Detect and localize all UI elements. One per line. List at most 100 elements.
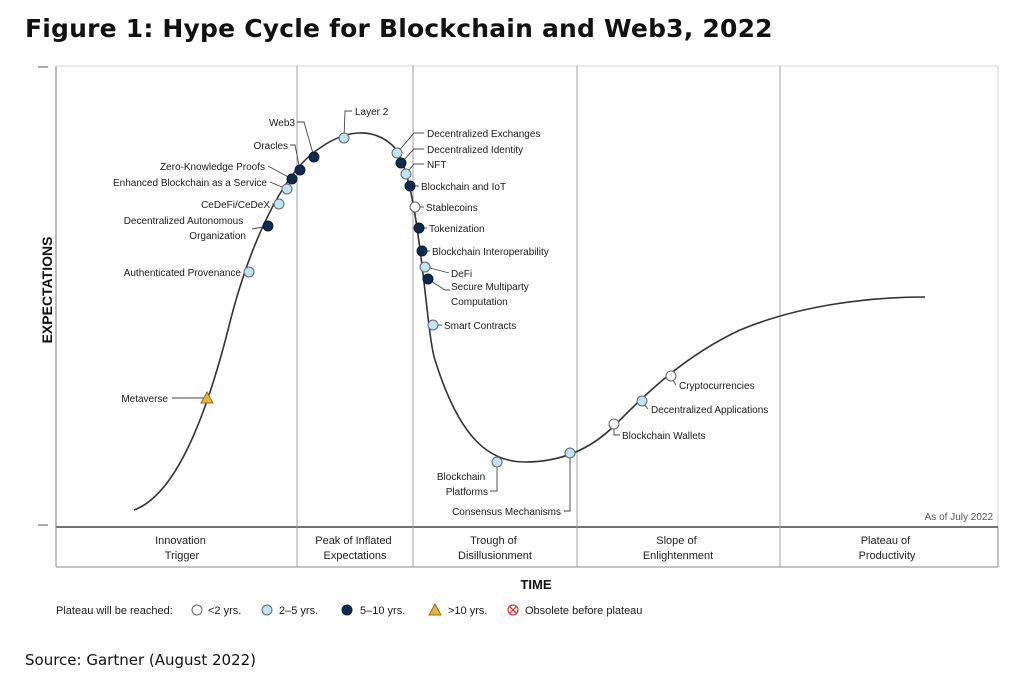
marker-blockchain-platforms xyxy=(491,456,503,468)
marker-stablecoins xyxy=(409,201,421,213)
marker-smart-contracts xyxy=(427,319,439,331)
marker-enhanced-baas xyxy=(281,183,293,195)
legend-gt10-icon xyxy=(428,602,442,616)
label-blockchain-iot: Blockchain and IoT xyxy=(421,182,506,193)
phase-labels: Innovation Trigger Peak of Inflated Expe… xyxy=(155,535,916,562)
label-web3: Web3 xyxy=(269,118,295,129)
phase-label-line: Plateau of xyxy=(861,535,911,547)
marker-dapps xyxy=(636,395,648,407)
legend-2to5-label: 2–5 yrs. xyxy=(279,605,318,617)
label-oracles: Oracles xyxy=(254,141,288,152)
label-defi: DeFi xyxy=(451,269,472,280)
marker-authenticated-provenance xyxy=(243,266,255,278)
marker-dao xyxy=(262,220,274,232)
leader-dex xyxy=(396,132,424,154)
leader-web3 xyxy=(297,121,315,158)
as-of-note: As of July 2022 xyxy=(925,512,994,523)
label-smpc-line-1: Secure Multiparty xyxy=(451,282,529,293)
phase-label-plateau: Plateau of Productivity xyxy=(859,535,916,562)
phase-label-innovation: Innovation Trigger xyxy=(155,535,209,562)
marker-wallets xyxy=(608,418,620,430)
label-dex: Decentralized Exchanges xyxy=(427,129,540,140)
marker-did xyxy=(395,157,407,169)
leader-smpc xyxy=(427,278,450,291)
phase-label-line: Slope of xyxy=(656,535,697,547)
marker-consensus xyxy=(564,447,576,459)
label-dao: Decentralized Autonomous Organization xyxy=(124,216,246,242)
marker-web3 xyxy=(308,151,320,163)
marker-smpc xyxy=(422,273,434,285)
legend-lt2-label: <2 yrs. xyxy=(208,605,241,617)
marker-nft xyxy=(400,168,412,180)
marker-dex xyxy=(391,147,403,159)
marker-blockchain-iot xyxy=(404,180,416,192)
label-smpc: Secure Multiparty Computation xyxy=(451,282,532,308)
marker-tokenization xyxy=(413,222,425,234)
legend-2to5-icon xyxy=(261,604,273,616)
phase-label-slope: Slope of Enlightenment xyxy=(643,535,713,562)
label-consensus: Consensus Mechanisms xyxy=(452,507,561,518)
phase-label-line: Enlightenment xyxy=(643,550,713,562)
marker-metaverse xyxy=(200,390,214,404)
label-blockchain-platforms-line-1: Blockchain xyxy=(437,472,485,483)
legend-gt10-label: >10 yrs. xyxy=(448,605,487,617)
label-authenticated-provenance: Authenticated Provenance xyxy=(124,268,242,279)
marker-zkp xyxy=(286,173,298,185)
phase-label-peak: Peak of Inflated Expectations xyxy=(315,535,395,562)
label-smart-contracts: Smart Contracts xyxy=(444,321,516,332)
hype-curve xyxy=(133,132,926,511)
legend-obsolete-icon xyxy=(507,604,519,616)
label-nft: NFT xyxy=(427,160,446,171)
legend-title: Plateau will be reached: xyxy=(56,605,173,617)
label-layer2: Layer 2 xyxy=(355,107,389,118)
label-enhanced-baas: Enhanced Blockchain as a Service xyxy=(113,178,267,189)
marker-cedefi xyxy=(273,198,285,210)
phase-label-line: Expectations xyxy=(324,550,387,562)
marker-interoperability xyxy=(416,245,428,257)
phase-label-line: Innovation xyxy=(155,535,206,547)
label-metaverse: Metaverse xyxy=(121,394,168,405)
phase-label-line: Disillusionment xyxy=(458,550,532,562)
leader-blockchain-platforms xyxy=(490,462,498,492)
label-dao-line-2: Organization xyxy=(189,231,246,242)
leader-layer2 xyxy=(343,110,352,139)
source-note: Source: Gartner (August 2022) xyxy=(25,651,257,669)
label-cedefi: CeDeFi/CeDeX xyxy=(201,200,270,211)
label-smpc-line-2: Computation xyxy=(451,297,508,308)
legend-obsolete-label: Obsolete before plateau xyxy=(525,605,642,617)
phase-label-line: Productivity xyxy=(859,550,916,562)
label-did: Decentralized Identity xyxy=(427,145,523,156)
phase-dividers xyxy=(296,66,781,567)
phase-label-line: Trigger xyxy=(165,550,200,562)
label-blockchain-platforms-line-2: Platforms xyxy=(446,487,488,498)
label-blockchain-platforms: Blockchain Platforms xyxy=(437,472,488,498)
leader-consensus xyxy=(564,453,571,512)
marker-oracles xyxy=(294,164,306,176)
technology-markers xyxy=(200,132,677,468)
legend-5to10-label: 5–10 yrs. xyxy=(360,605,405,617)
chart-frame xyxy=(38,65,999,568)
phase-label-line: Trough of xyxy=(470,535,518,547)
legend-obsolete-cross-b xyxy=(509,606,517,614)
label-stablecoins: Stablecoins xyxy=(426,203,478,214)
marker-layer2 xyxy=(338,132,350,144)
phase-label-line: Peak of Inflated xyxy=(315,535,391,547)
legend-5to10-icon xyxy=(341,604,353,616)
figure-title: Figure 1: Hype Cycle for Blockchain and … xyxy=(25,14,773,43)
label-tokenization: Tokenization xyxy=(429,224,485,235)
marker-crypto xyxy=(665,370,677,382)
label-crypto: Cryptocurrencies xyxy=(679,381,755,392)
x-axis-title: TIME xyxy=(520,577,551,592)
legend-lt2-icon xyxy=(191,604,203,616)
label-zkp: Zero-Knowledge Proofs xyxy=(160,162,265,173)
technology-labels: Metaverse Authenticated Provenance Decen… xyxy=(113,107,768,518)
label-dao-line-1: Decentralized Autonomous xyxy=(124,216,244,227)
marker-defi xyxy=(419,261,431,273)
label-interoperability: Blockchain Interoperability xyxy=(432,247,549,258)
legend: Plateau will be reached: <2 yrs. 2–5 yrs… xyxy=(56,602,642,617)
phase-label-trough: Trough of Disillusionment xyxy=(458,535,532,562)
leader-did xyxy=(400,148,424,164)
label-dapps: Decentralized Applications xyxy=(651,405,768,416)
label-wallets: Blockchain Wallets xyxy=(622,431,706,442)
